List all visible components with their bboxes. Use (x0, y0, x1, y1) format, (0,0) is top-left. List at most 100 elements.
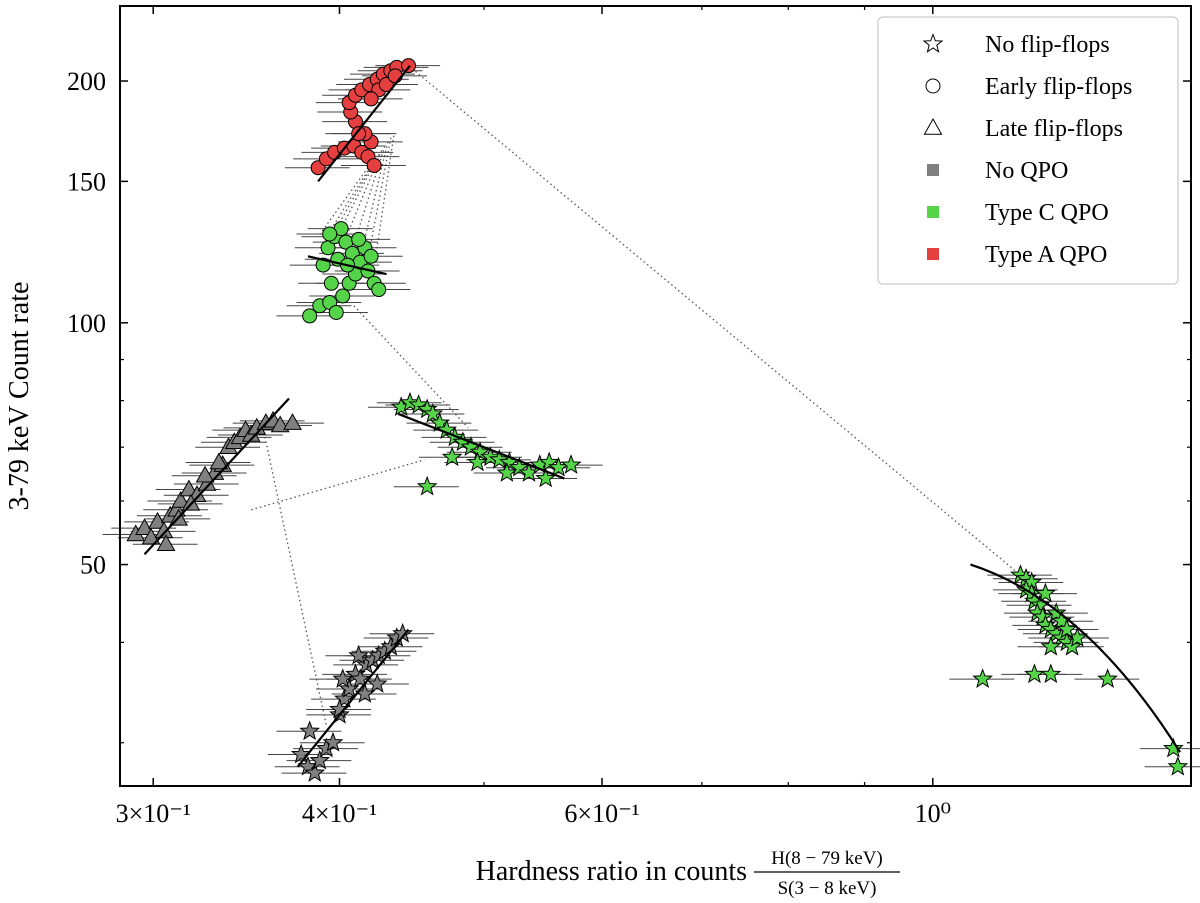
y-tick-label: 50 (80, 551, 106, 580)
legend-entry-type-a-qpo: Type A QPO (927, 242, 1107, 268)
legend-entry-no-qpo: No QPO (927, 158, 1068, 184)
connector-line (346, 150, 383, 235)
series-1 (284, 58, 441, 176)
data-point (290, 743, 312, 764)
connector-line (334, 158, 377, 232)
data-point (156, 534, 176, 552)
data-point (351, 231, 367, 247)
data-point (363, 248, 379, 264)
y-tick-label: 100 (67, 309, 106, 338)
fit-line (970, 563, 1181, 753)
legend-label-early-flip-flops: Early flip-flops (985, 74, 1132, 100)
x-tick-label: 6×10⁻¹ (564, 799, 639, 828)
series-3 (367, 391, 603, 496)
axis-ticks: 3×10⁻¹ 4×10⁻¹ 6×10⁻¹ 10⁰ 50 100 150 200 (67, 6, 1191, 828)
data-point (333, 688, 355, 708)
series-5 (949, 564, 1200, 776)
x-tick-label: 4×10⁻¹ (302, 799, 377, 828)
legend-entry-type-c-qpo: Type C QPO (927, 200, 1109, 226)
x-axis-label-denominator: S(3 − 8 keV) (778, 878, 877, 899)
legend-entry-no-flip-flops: No flip-flops (922, 32, 1110, 58)
legend-marker (927, 248, 939, 260)
legend-box (877, 16, 1179, 285)
data-point (335, 288, 351, 304)
fit-line (397, 412, 565, 480)
data-point (209, 452, 229, 470)
data-point (332, 668, 354, 688)
data-point (1056, 618, 1078, 639)
legend-label-type-a-qpo: Type A QPO (985, 242, 1107, 268)
data-point (304, 762, 326, 782)
data-point (283, 413, 302, 430)
data-point (299, 720, 321, 741)
data-point (1032, 606, 1054, 627)
legend-label-late-flip-flops: Late flip-flops (985, 116, 1123, 142)
data-point (441, 446, 463, 467)
legend-triangle-icon (923, 117, 943, 135)
x-axis-label: Hardness ratio in counts H(8 − 79 keV) S… (476, 848, 900, 899)
legend-marker (925, 78, 941, 94)
data-point (416, 475, 438, 496)
data-point (148, 511, 167, 529)
x-axis-label-text: Hardness ratio in counts (476, 856, 747, 887)
data-point (348, 644, 370, 665)
y-tick-label: 150 (67, 167, 106, 196)
x-tick-label: 3×10⁻¹ (116, 799, 191, 828)
legend-entry-early-flip-flops: Early flip-flops (925, 74, 1132, 100)
data-point (560, 454, 582, 474)
data-point (302, 308, 318, 324)
legend-label-no-flip-flops: No flip-flops (985, 32, 1110, 58)
data-point (1167, 755, 1189, 776)
data-point (1045, 602, 1067, 622)
data-point (387, 68, 403, 84)
fit-line (143, 397, 290, 555)
data-point (1040, 635, 1062, 656)
legend-marker (927, 206, 939, 218)
legend-gray-square-icon (927, 164, 939, 176)
data-point (371, 282, 387, 298)
data-point (452, 431, 474, 452)
data-point (366, 673, 388, 693)
data-point (467, 451, 488, 472)
fit-line (307, 255, 387, 276)
connector-line (317, 167, 369, 238)
connector-line (263, 432, 328, 726)
legend-green-square-icon (927, 206, 939, 218)
axes-frame (119, 5, 1192, 787)
data-point (351, 126, 367, 142)
data-point (378, 77, 394, 93)
data-point (401, 58, 417, 74)
data-point (195, 465, 215, 483)
legend-marker (922, 33, 944, 53)
series-2 (276, 221, 411, 324)
connector-line (353, 305, 469, 429)
legend-label-type-c-qpo: Type C QPO (985, 200, 1109, 226)
data-point (349, 668, 371, 688)
plot-area (102, 58, 1200, 782)
data-point (135, 518, 154, 535)
data-point (422, 403, 444, 423)
fit-line (296, 628, 410, 768)
legend-label-no-qpo: No QPO (985, 158, 1068, 184)
legend-entry-late-flip-flops: Late flip-flops (923, 116, 1123, 142)
data-point (1040, 663, 1062, 684)
data-point (1162, 737, 1184, 758)
legend: No flip-flops Early flip-flops Late flip… (877, 16, 1179, 285)
y-axis-label: 3-79 keV Count rate (4, 282, 35, 511)
data-point (480, 446, 501, 467)
data-point (1097, 668, 1119, 688)
data-point (171, 490, 191, 508)
data-point (496, 462, 518, 482)
legend-marker (923, 117, 943, 135)
connector-line (354, 145, 386, 240)
fit-line (317, 64, 411, 183)
legend-circle-icon (925, 78, 941, 94)
legend-star-icon (922, 33, 944, 53)
data-point (328, 304, 344, 320)
data-point (141, 527, 161, 545)
data-point (1035, 582, 1056, 603)
data-point (309, 749, 331, 770)
data-point (538, 451, 560, 472)
data-point (363, 91, 379, 107)
